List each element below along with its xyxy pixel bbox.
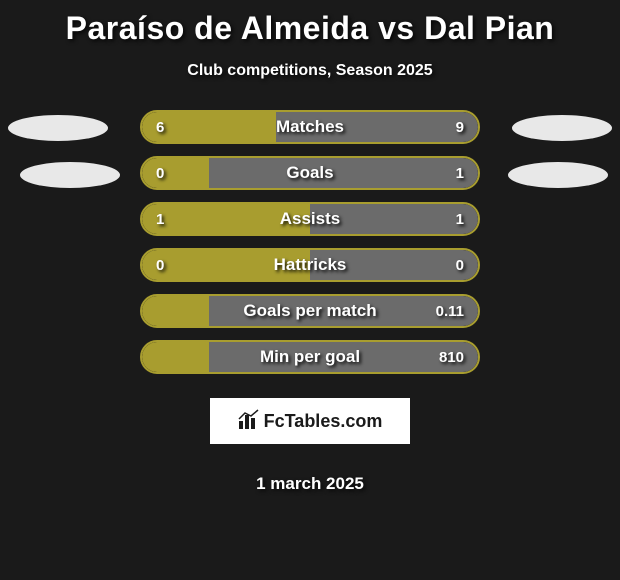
date-text: 1 march 2025: [256, 474, 364, 494]
stat-label: Assists: [142, 209, 478, 229]
page-title: Paraíso de Almeida vs Dal Pian: [66, 10, 555, 47]
stat-label: Matches: [142, 117, 478, 137]
stat-value-right: 0: [456, 257, 464, 274]
stat-bar-matches: 6Matches9: [140, 110, 480, 144]
stat-label: Min per goal: [142, 347, 478, 367]
brand-text: FcTables.com: [264, 411, 383, 432]
stat-bar-assists: 1Assists1: [140, 202, 480, 236]
stat-bar-min-per-goal: Min per goal810: [140, 340, 480, 374]
player1-placeholder-2: [20, 162, 120, 188]
player2-placeholder-2: [508, 162, 608, 188]
stat-label: Goals per match: [142, 301, 478, 321]
stat-label: Goals: [142, 163, 478, 183]
chart-icon: [238, 409, 260, 434]
stat-value-right: 1: [456, 165, 464, 182]
stat-value-right: 810: [439, 349, 464, 366]
stat-label: Hattricks: [142, 255, 478, 275]
player1-placeholder-1: [8, 115, 108, 141]
stat-bar-goals: 0Goals1: [140, 156, 480, 190]
stat-bar-hattricks: 0Hattricks0: [140, 248, 480, 282]
stats-area: 6Matches90Goals11Assists10Hattricks0Goal…: [0, 110, 620, 494]
player2-placeholder-1: [512, 115, 612, 141]
brand-box[interactable]: FcTables.com: [210, 398, 410, 444]
subtitle: Club competitions, Season 2025: [187, 62, 432, 80]
stat-value-right: 0.11: [436, 303, 464, 320]
stat-value-right: 1: [456, 211, 464, 228]
stat-bar-goals-per-match: Goals per match0.11: [140, 294, 480, 328]
stat-value-right: 9: [456, 119, 464, 136]
